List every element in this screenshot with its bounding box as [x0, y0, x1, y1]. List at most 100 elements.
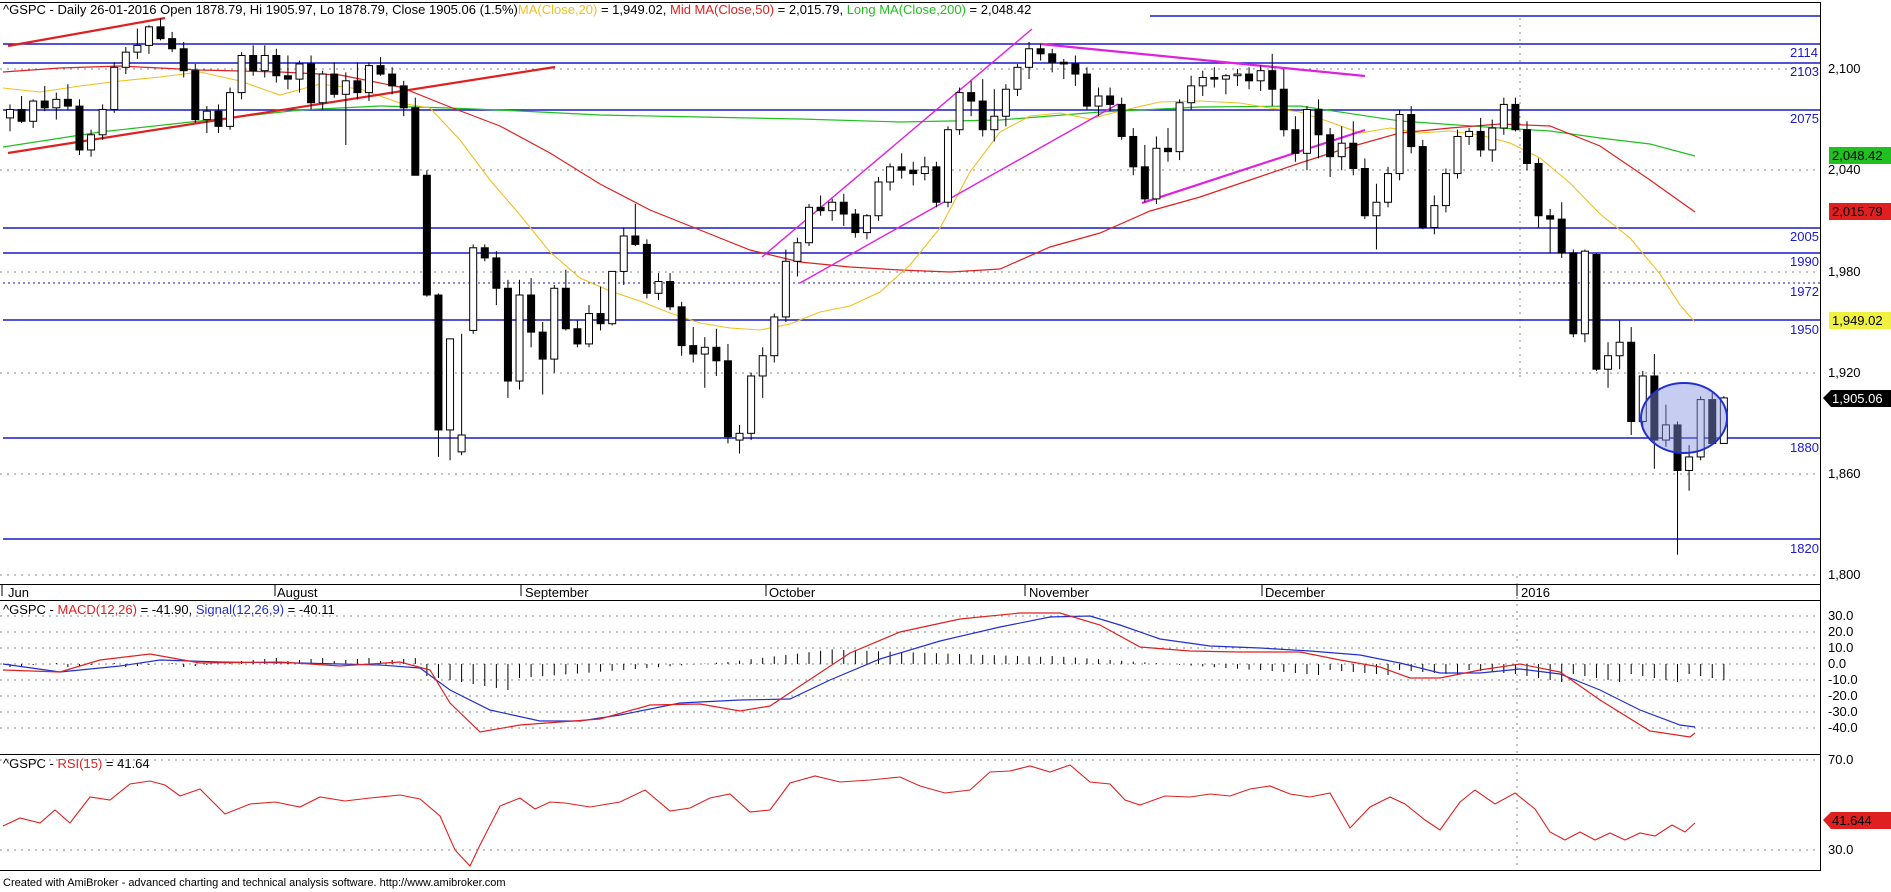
- last-value-tags: 2,048.42 2,015.79 1,949.02 1,905.06: [1823, 147, 1891, 407]
- candle-up: [770, 316, 779, 357]
- candle-up: [202, 110, 211, 121]
- candle-up: [943, 129, 952, 203]
- candle-down: [63, 98, 72, 107]
- candle-up: [133, 44, 142, 53]
- candle-up: [515, 294, 524, 382]
- candle-down: [156, 26, 165, 40]
- rsi-axis: 70.0 30.0: [1828, 752, 1853, 857]
- candle-up: [1001, 88, 1010, 117]
- candle-up: [1152, 147, 1161, 200]
- candle-down: [1314, 108, 1323, 136]
- candle-down: [1117, 103, 1126, 137]
- level-label-2114: 2114: [1790, 45, 1818, 60]
- candle-up: [1488, 127, 1497, 151]
- candle-up: [260, 55, 269, 72]
- candle-up: [1013, 66, 1022, 90]
- candle-up: [110, 66, 119, 110]
- candle-down: [1650, 375, 1659, 441]
- candle-down: [1048, 53, 1057, 63]
- candle-down: [839, 201, 848, 215]
- candle-up: [758, 355, 767, 377]
- candle-down: [1059, 61, 1068, 65]
- trendlines: [7, 16, 1366, 284]
- x-tick-november: November: [1029, 585, 1090, 600]
- candle-up: [318, 73, 327, 104]
- signal-legend-value: = -40.11: [284, 602, 335, 617]
- macd-tick: -10.0: [1828, 672, 1858, 687]
- candle-up: [1094, 95, 1103, 107]
- level-label-1820: 1820: [1790, 541, 1819, 556]
- candle-down: [712, 346, 721, 362]
- y-tick-label: 2,040: [1828, 162, 1861, 177]
- candle-down: [1268, 70, 1277, 90]
- candle-up: [1175, 102, 1184, 153]
- candle-down: [353, 80, 362, 94]
- y-tick-label: 1,920: [1828, 365, 1861, 380]
- candle-up: [1465, 130, 1474, 137]
- candle-up: [654, 281, 663, 294]
- candle-down: [214, 110, 223, 127]
- candle-up: [550, 287, 559, 360]
- candle-down: [411, 107, 420, 176]
- ma50-legend: Mid MA(Close,50): [670, 2, 774, 17]
- x-tick-september: September: [525, 585, 589, 600]
- candle-up: [29, 100, 38, 122]
- close-tag: 1,905.06: [1832, 391, 1883, 406]
- candle-down: [689, 345, 698, 355]
- candle-down: [434, 294, 443, 431]
- candle-down: [1476, 130, 1485, 151]
- x-month-labels: Jun August September October November De…: [8, 585, 1550, 600]
- macd-tick: 30.0: [1828, 608, 1853, 623]
- rsi-tag: 41.644: [1832, 813, 1872, 828]
- candle-down: [723, 360, 732, 438]
- candle-up: [237, 55, 246, 94]
- macd-tick: 10.0: [1828, 640, 1853, 655]
- candle-down: [191, 70, 200, 121]
- candle-down: [1627, 341, 1636, 423]
- signal-line: [2, 615, 1696, 728]
- macd-gridlines: [0, 615, 1820, 729]
- candle-up: [1198, 76, 1207, 87]
- candle-up: [1661, 424, 1670, 441]
- candle-down: [631, 235, 640, 245]
- ma50-line: [2, 65, 1696, 273]
- candle-up: [98, 108, 107, 136]
- candle-down: [538, 331, 547, 360]
- y-tick-label: 2,100: [1828, 61, 1861, 76]
- macd-tick: -20.0: [1828, 688, 1858, 703]
- candle-down: [642, 243, 651, 294]
- candle-up: [1615, 341, 1624, 357]
- signal-legend: Signal(12,26,9): [196, 602, 284, 617]
- candle-down: [666, 281, 675, 308]
- y-tick-label: 1,800: [1828, 567, 1861, 582]
- candle-up: [87, 134, 96, 151]
- level-label-1950: 1950: [1790, 322, 1819, 337]
- candle-down: [1511, 103, 1520, 131]
- ma200-legend: Long MA(Close,200): [847, 2, 966, 17]
- candle-down: [1245, 73, 1254, 82]
- candle-down: [376, 65, 385, 75]
- candle-down: [573, 328, 582, 345]
- rsi-legend-value: = 41.64: [102, 756, 149, 771]
- footer-credit: Created with AmiBroker - advanced charti…: [3, 877, 506, 889]
- x-tick-august: August: [277, 585, 318, 600]
- price-header-main: ^GSPC - Daily 26-01-2016 Open 1878.79, H…: [3, 2, 518, 17]
- month-markers: [1, 584, 1518, 596]
- candle-up: [1696, 399, 1705, 458]
- ma200-line: [2, 105, 1696, 157]
- candle-up: [1372, 201, 1381, 217]
- candle-up: [1638, 375, 1647, 423]
- rsi-tick: 70.0: [1828, 752, 1853, 767]
- ma20-line: [2, 71, 1696, 331]
- candle-down: [1291, 129, 1300, 154]
- price-gridlines: [0, 18, 1820, 870]
- candle-down: [1071, 63, 1080, 75]
- macd-axis: 30.0 20.0 10.0 0.0 -10.0 -20.0 -30.0 -40…: [1828, 608, 1858, 735]
- ma200-tag-bg: [1829, 147, 1891, 164]
- macd-legend: MACD(12,26): [58, 602, 137, 617]
- candle-up: [781, 260, 790, 318]
- macd-tick: -30.0: [1828, 704, 1858, 719]
- candle-up: [585, 313, 593, 345]
- level-lines: [3, 15, 1820, 540]
